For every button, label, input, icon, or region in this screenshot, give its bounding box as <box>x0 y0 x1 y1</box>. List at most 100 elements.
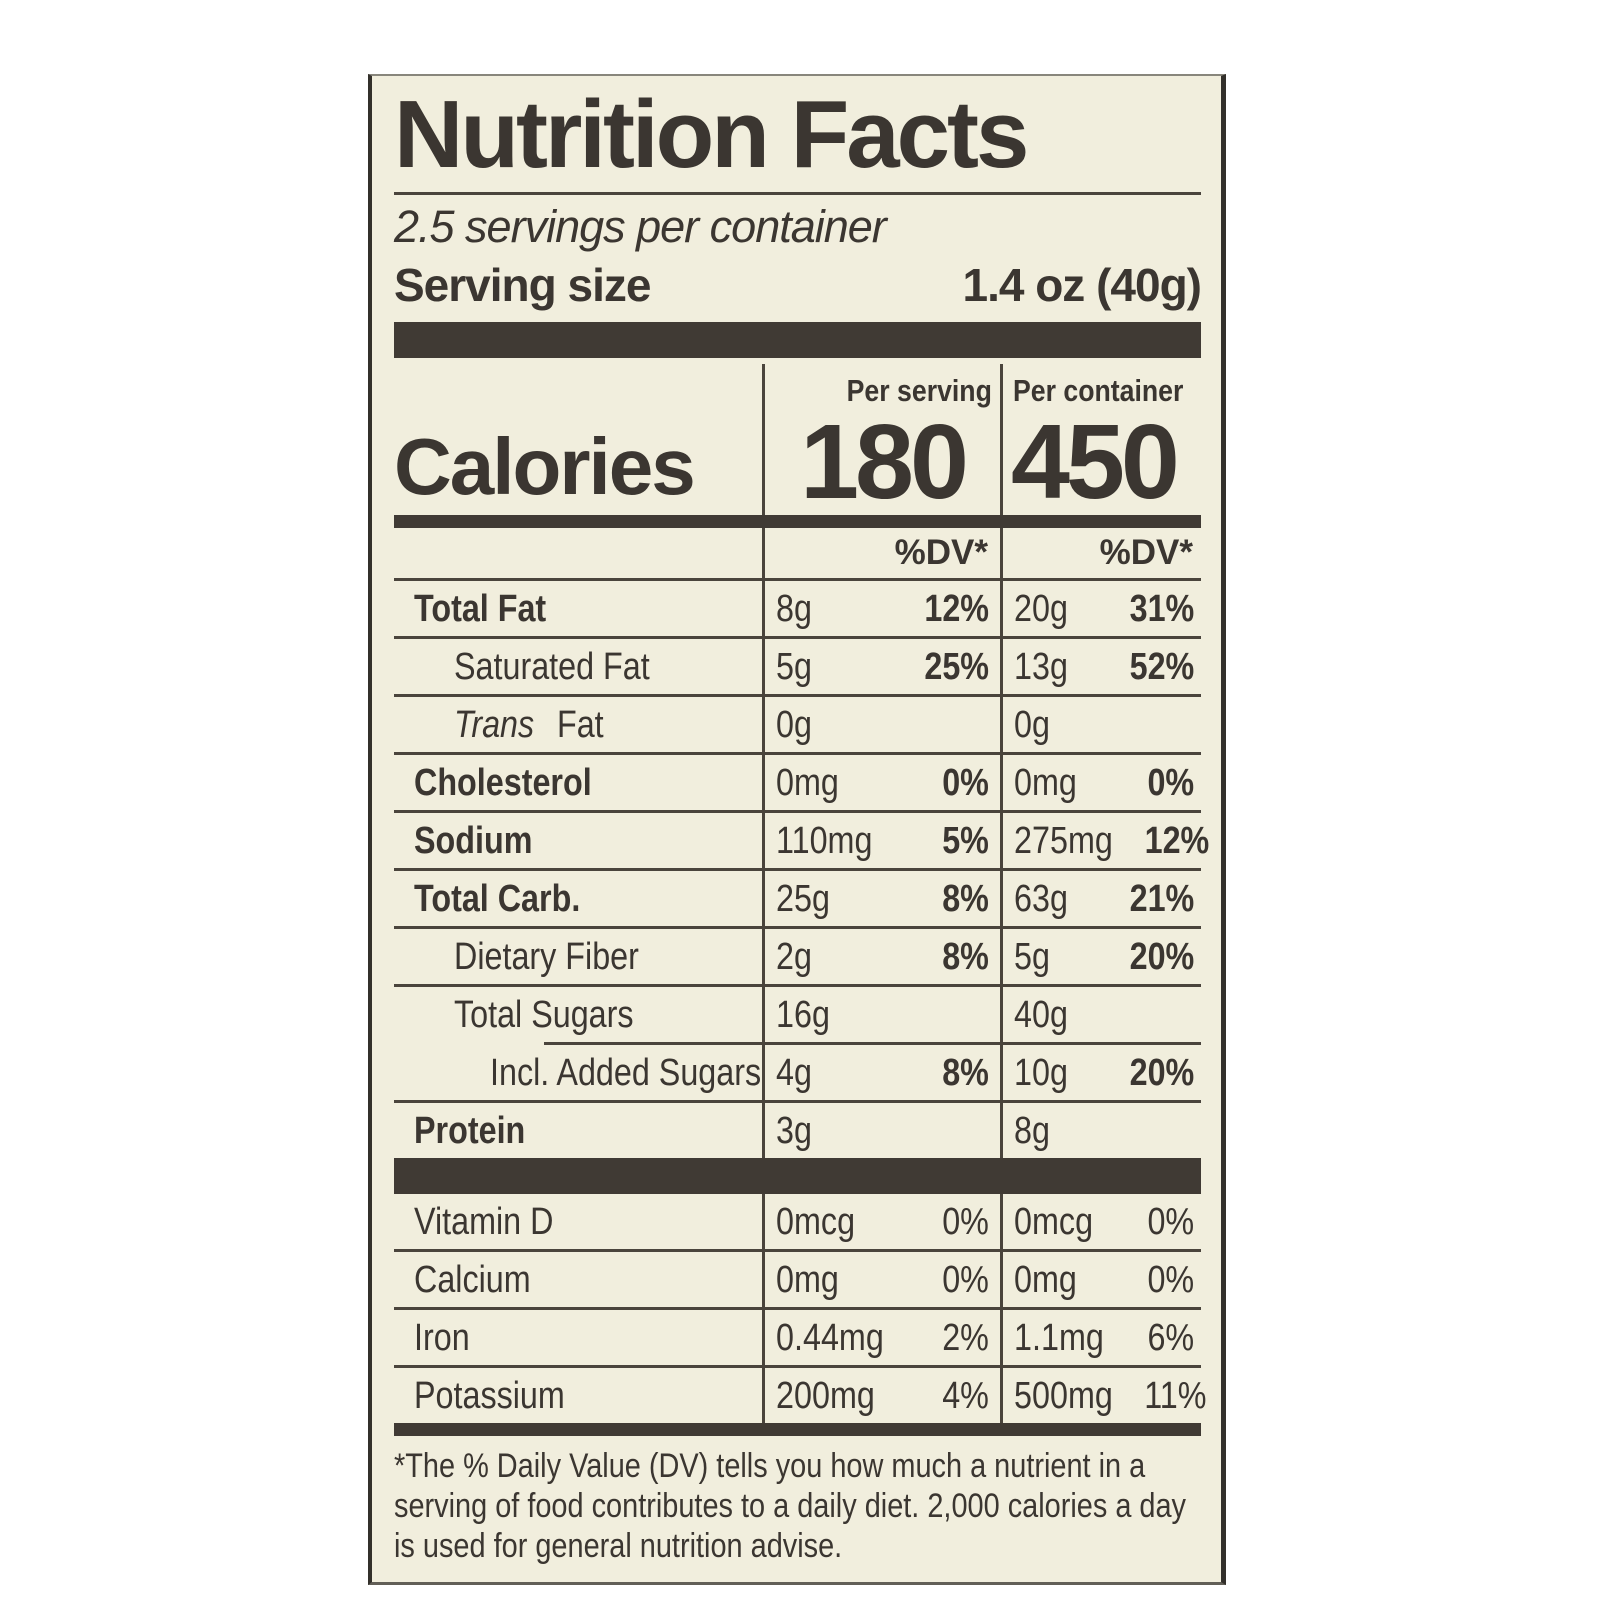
per-serving-dv: 2% <box>942 1316 989 1359</box>
per-serving-header: Per serving <box>765 364 1000 409</box>
nutrient-name: Vitamin D <box>414 1200 554 1243</box>
nutrient-name-cell: Dietary Fiber <box>394 929 762 984</box>
per-serving-amount: 200mg <box>776 1374 875 1417</box>
per-serving-amount: 25g <box>776 877 830 920</box>
per-serving-dv: 5% <box>942 819 989 862</box>
per-container-cell: 0g <box>1000 697 1201 753</box>
nutrient-name: Incl. Added Sugars <box>490 1051 762 1094</box>
calories-per-container-cell: Per container 450 <box>1000 363 1211 522</box>
nutrient-name: Potassium <box>414 1374 565 1417</box>
per-serving-cell: 2g 8% <box>762 929 1000 985</box>
per-serving-amount: 0mcg <box>776 1200 856 1243</box>
calories-per-container-value: 450 <box>1011 403 1180 522</box>
per-container-dv: 0% <box>1147 761 1195 804</box>
nutrient-name: Calcium <box>414 1258 531 1301</box>
micronutrient-rows: Vitamin D 0mcg 0% 0mcg 0% Calcium 0mg 0% 0m… <box>394 1194 1207 1424</box>
per-container-cell: 275mg 12% <box>1000 813 1216 869</box>
row-iron: Iron 0.44mg 2% 1.1mg 6% <box>394 1307 1201 1366</box>
nutrient-rows: Total Fat 8g 12% 20g 31% Saturated Fat 5g 2… <box>394 578 1209 1159</box>
per-container-amount: 13g <box>1014 645 1068 688</box>
per-container-amount: 0mcg <box>1014 1200 1094 1243</box>
nutrient-name: Saturated Fat <box>454 645 650 688</box>
nutrient-name-cell: Saturated Fat <box>394 639 762 694</box>
nutrient-name: Cholesterol <box>414 761 592 804</box>
per-container-dv: 11% <box>1144 1374 1207 1417</box>
serving-size-value: 1.4 oz (40g) <box>962 259 1202 312</box>
nutrient-name-cell: Total Fat <box>394 581 762 636</box>
nutrient-name-cell: Iron <box>394 1310 762 1365</box>
row-cholesterol: Cholesterol 0mg 0% 0mg 0% <box>394 752 1201 811</box>
per-container-dv: 31% <box>1129 587 1195 630</box>
per-serving-cell: 16g <box>762 987 1000 1043</box>
serving-size-line: Serving size 1.4 oz (40g) <box>394 253 1202 322</box>
nutrient-name-rest: Fat <box>548 703 604 746</box>
nutrient-name-cell: Vitamin D <box>394 1194 762 1249</box>
per-serving-amount: 0mg <box>776 761 839 804</box>
per-serving-amount: 4g <box>776 1051 812 1094</box>
per-container-amount: 20g <box>1014 587 1068 630</box>
serving-size-label: Serving size <box>394 259 651 312</box>
per-container-amount: 500mg <box>1014 1374 1113 1417</box>
per-container-header: Per container <box>1003 364 1211 409</box>
row-calcium: Calcium 0mg 0% 0mg 0% <box>394 1249 1201 1308</box>
nutrient-name-cell: Cholesterol <box>394 755 762 810</box>
per-container-cell: 1.1mg 6% <box>1000 1310 1201 1366</box>
row-total-fat: Total Fat 8g 12% 20g 31% <box>394 578 1201 637</box>
footnote: *The % Daily Value (DV) tells you how mu… <box>394 1447 1187 1566</box>
nutrient-name-cell: Total Carb. <box>394 871 762 926</box>
per-serving-cell: 0.44mg 2% <box>762 1310 1000 1366</box>
per-container-header-text: Per container <box>1013 372 1184 408</box>
per-container-dv: 12% <box>1144 819 1210 862</box>
per-container-amount: 0g <box>1014 703 1050 746</box>
per-serving-amount: 0.44mg <box>776 1316 884 1359</box>
nutrient-name-cell: Sodium <box>394 813 762 868</box>
per-serving-dv: 4% <box>942 1374 989 1417</box>
per-serving-dv: 8% <box>942 935 989 978</box>
nutrient-name: Total Carb. <box>414 877 581 920</box>
per-serving-cell: 0g <box>762 697 1000 753</box>
divider-bar-top <box>394 321 1201 358</box>
row-total-carb: Total Carb. 25g 8% 63g 21% <box>394 868 1201 927</box>
per-serving-amount: 0mg <box>776 1258 839 1301</box>
per-serving-amount: 3g <box>776 1109 812 1152</box>
per-serving-dv: 0% <box>942 761 989 804</box>
nutrient-name-cell: Calcium <box>394 1252 762 1307</box>
servings-per-container: 2.5 servings per container <box>394 200 887 252</box>
per-container-cell: 10g 20% <box>1000 1045 1201 1101</box>
per-container-amount: 0mg <box>1014 1258 1077 1301</box>
dv-header-per-serving: %DV* <box>762 528 1000 579</box>
row-saturated-fat: Saturated Fat 5g 25% 13g 52% <box>394 636 1201 695</box>
nutrient-name-cell: Total Sugars <box>394 987 762 1042</box>
per-container-amount: 0mg <box>1014 761 1077 804</box>
nutrient-name: Total Fat <box>414 587 547 630</box>
nutrient-name: Dietary Fiber <box>454 935 639 978</box>
per-container-cell: 40g <box>1000 987 1201 1043</box>
per-container-cell: 13g 52% <box>1000 639 1201 695</box>
nutrient-name-cell: Trans Fat <box>394 697 762 752</box>
nutrient-name-cell: Potassium <box>394 1368 762 1423</box>
per-container-cell: 0mg 0% <box>1000 755 1201 811</box>
divider-bar-footnote <box>394 1423 1201 1437</box>
row-added-sugars: Incl. Added Sugars 4g 8% 10g 20% <box>394 1042 1201 1101</box>
per-container-amount: 40g <box>1014 993 1068 1036</box>
per-serving-dv: 12% <box>924 587 989 630</box>
per-serving-cell: 200mg 4% <box>762 1368 1000 1424</box>
per-serving-dv: 25% <box>924 645 989 688</box>
per-serving-cell: 3g <box>762 1103 1000 1159</box>
nutrient-name-cell: Protein <box>394 1103 762 1158</box>
per-serving-dv: 0% <box>942 1258 989 1301</box>
per-container-amount: 10g <box>1014 1051 1068 1094</box>
per-container-amount: 63g <box>1014 877 1068 920</box>
per-container-cell: 20g 31% <box>1000 581 1201 637</box>
per-serving-amount: 0g <box>776 703 812 746</box>
per-serving-amount: 2g <box>776 935 812 978</box>
per-serving-cell: 5g 25% <box>762 639 1000 695</box>
per-serving-cell: 4g 8% <box>762 1045 1000 1101</box>
dv-header-per-container: %DV* <box>1000 528 1201 579</box>
dv-header-spacer <box>394 528 762 578</box>
nutrient-name-italic: Trans <box>454 703 535 746</box>
calories-label: Calories <box>394 422 696 512</box>
per-container-dv: 52% <box>1129 645 1195 688</box>
per-serving-cell: 0mcg 0% <box>762 1194 1000 1250</box>
per-container-amount: 5g <box>1014 935 1050 978</box>
